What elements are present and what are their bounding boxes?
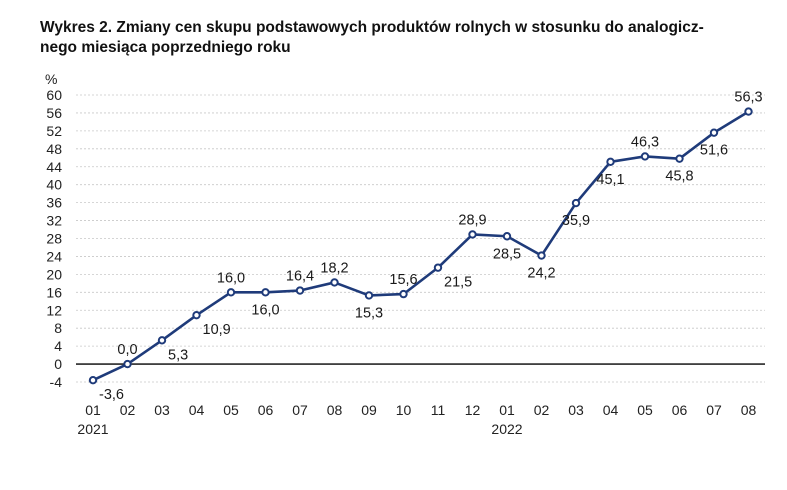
data-point	[226, 288, 236, 297]
x-tick-label: 12	[465, 402, 481, 418]
data-point	[330, 278, 339, 287]
y-tick-label: 60	[46, 87, 62, 103]
x-tick-label: 10	[396, 402, 412, 418]
y-tick-label: 56	[46, 105, 62, 121]
gridlines	[76, 94, 765, 383]
data-label: 16,0	[251, 302, 279, 318]
series-line	[92, 110, 750, 382]
data-label: 10,9	[203, 322, 231, 338]
x-tick-label: 02	[120, 402, 136, 418]
y-tick-label: 4	[54, 338, 62, 354]
data-label: 21,5	[444, 275, 472, 291]
data-label: 16,0	[217, 270, 245, 286]
data-point	[675, 154, 684, 163]
data-point	[502, 232, 512, 241]
data-label: 45,1	[596, 172, 624, 188]
data-labels: -3,6 0,0 5,3 10,9 16,0 16,0 16,4 18,2 15,3 15,6 21…	[99, 90, 763, 404]
y-tick-label: 8	[54, 320, 62, 336]
data-point	[433, 263, 443, 272]
x-tick-label: 07	[706, 402, 722, 418]
data-label: 16,4	[286, 269, 314, 285]
chart-title-line-2: nego miesiąca poprzedniego roku	[40, 39, 291, 56]
x-tick-label: 05	[223, 402, 239, 418]
data-label: 45,8	[665, 169, 693, 185]
data-point	[571, 198, 581, 208]
x-tick-label: 03	[568, 402, 584, 418]
series-polyline	[92, 110, 750, 382]
data-point	[606, 157, 615, 167]
y-tick-label: 36	[46, 195, 62, 211]
data-label: 18,2	[320, 260, 348, 276]
y-tick-label: 28	[46, 231, 62, 247]
x-tick-label: 09	[361, 402, 377, 418]
x-tick-label: 05	[637, 402, 653, 418]
data-label: 35,9	[562, 213, 590, 229]
y-tick-label: 0	[54, 356, 62, 372]
x-axis-ticks: 01 02 03 04 05 06 07 08 09 10 11 12 01 02 03 04 05 06 07 08…	[77, 402, 756, 437]
data-label: 15,3	[355, 305, 383, 321]
x-year-label: 2022	[491, 421, 522, 437]
y-tick-label: -4	[50, 374, 63, 390]
data-label: 56,3	[734, 90, 762, 106]
data-point	[192, 310, 201, 320]
y-tick-label: 52	[46, 123, 62, 139]
data-point	[295, 286, 305, 295]
y-tick-label: 44	[46, 159, 62, 175]
x-tick-label: 08	[741, 402, 757, 418]
x-tick-label: 03	[154, 402, 170, 418]
x-tick-label: 07	[292, 402, 308, 418]
y-tick-label: 12	[46, 302, 62, 318]
x-tick-label: 01	[499, 402, 515, 418]
x-tick-label: 06	[258, 402, 274, 418]
data-point	[261, 288, 270, 297]
data-label: 0,0	[117, 342, 137, 358]
x-year-label: 2021	[77, 421, 108, 437]
data-point	[640, 152, 650, 161]
chart-title: Wykres 2. Zmiany cen skupu podstawowych …	[40, 18, 760, 58]
data-point	[399, 289, 408, 299]
data-label: 28,9	[458, 212, 486, 228]
x-tick-label: 01	[85, 402, 101, 418]
data-label: 5,3	[168, 347, 188, 363]
data-point	[468, 230, 477, 239]
data-label: 51,6	[700, 143, 728, 159]
y-tick-label: 16	[46, 284, 62, 300]
data-point	[157, 336, 167, 345]
x-tick-label: 04	[603, 402, 619, 418]
x-tick-label: 02	[534, 402, 550, 418]
data-markers	[88, 107, 753, 385]
data-point	[123, 359, 132, 369]
y-tick-label: 24	[46, 248, 62, 264]
x-tick-label: 11	[431, 402, 446, 418]
data-point	[537, 251, 546, 260]
data-label: 24,2	[527, 266, 555, 282]
x-tick-label: 06	[672, 402, 688, 418]
data-point	[364, 291, 374, 300]
data-label: 28,5	[493, 246, 521, 262]
y-tick-label: 32	[46, 213, 62, 229]
x-tick-label: 04	[189, 402, 205, 418]
x-tick-label: 08	[327, 402, 343, 418]
data-point	[709, 128, 719, 137]
data-label: -3,6	[99, 387, 124, 403]
y-tick-label: 20	[46, 266, 62, 282]
y-axis-unit-label: %	[45, 71, 57, 87]
data-label: 46,3	[631, 134, 659, 150]
y-tick-label: 40	[46, 177, 62, 193]
y-tick-label: 48	[46, 141, 62, 157]
chart-title-line-1: Wykres 2. Zmiany cen skupu podstawowych …	[40, 19, 704, 36]
data-label: 15,6	[389, 272, 417, 288]
data-point	[88, 376, 98, 385]
data-point	[744, 107, 753, 116]
